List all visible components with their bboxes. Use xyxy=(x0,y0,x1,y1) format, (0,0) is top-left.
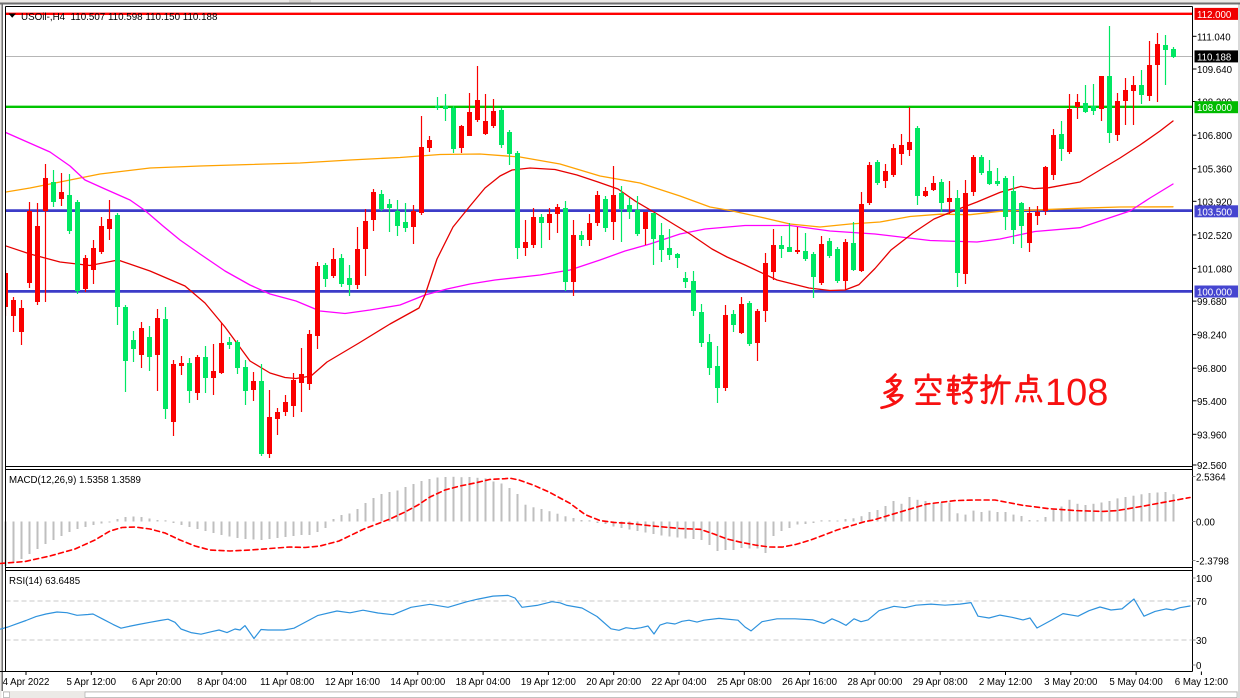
svg-text:11 Apr 08:00: 11 Apr 08:00 xyxy=(260,677,315,688)
svg-text:112.000: 112.000 xyxy=(1197,10,1232,21)
svg-text:28 Apr 00:00: 28 Apr 00:00 xyxy=(847,677,903,688)
svg-text:3 May 20:00: 3 May 20:00 xyxy=(1044,677,1098,688)
svg-text:100: 100 xyxy=(1196,574,1213,585)
svg-text:106.800: 106.800 xyxy=(1197,131,1233,142)
svg-text:101.080: 101.080 xyxy=(1197,264,1233,275)
svg-text:14 Apr 00:00: 14 Apr 00:00 xyxy=(390,677,446,688)
svg-text:20 Apr 20:00: 20 Apr 20:00 xyxy=(586,677,642,688)
svg-text:109.640: 109.640 xyxy=(1197,65,1233,76)
svg-text:18 Apr 04:00: 18 Apr 04:00 xyxy=(456,677,512,688)
svg-text:5 May 04:00: 5 May 04:00 xyxy=(1109,677,1163,688)
svg-text:111.040: 111.040 xyxy=(1197,32,1231,43)
svg-text:RSI(14) 63.6485: RSI(14) 63.6485 xyxy=(9,576,80,587)
svg-text:70: 70 xyxy=(1196,597,1207,608)
svg-text:29 Apr 08:00: 29 Apr 08:00 xyxy=(913,677,969,688)
svg-text:4 Apr 2022: 4 Apr 2022 xyxy=(3,677,50,688)
svg-text:99.680: 99.680 xyxy=(1197,297,1227,308)
svg-text:103.500: 103.500 xyxy=(1197,207,1233,218)
svg-text:19 Apr 12:00: 19 Apr 12:00 xyxy=(521,677,577,688)
svg-text:102.520: 102.520 xyxy=(1197,231,1233,242)
svg-text:USOil-,H4 110.507 110.598 110: USOil-,H4 110.507 110.598 110.150 110.18… xyxy=(21,12,218,23)
svg-text:6 Apr 20:00: 6 Apr 20:00 xyxy=(132,677,182,688)
svg-text:2 May 12:00: 2 May 12:00 xyxy=(979,677,1033,688)
svg-text:98.240: 98.240 xyxy=(1197,331,1227,342)
svg-text:93.960: 93.960 xyxy=(1197,430,1227,441)
svg-text:6 May 12:00: 6 May 12:00 xyxy=(1175,677,1229,688)
svg-text:-2.3798: -2.3798 xyxy=(1196,557,1229,568)
svg-text:22 Apr 04:00: 22 Apr 04:00 xyxy=(652,677,708,688)
svg-text:25 Apr 08:00: 25 Apr 08:00 xyxy=(717,677,773,688)
svg-text:96.800: 96.800 xyxy=(1197,364,1227,375)
svg-text:30: 30 xyxy=(1196,636,1207,647)
svg-text:5 Apr 12:00: 5 Apr 12:00 xyxy=(67,677,117,688)
svg-text:26 Apr 16:00: 26 Apr 16:00 xyxy=(782,677,838,688)
svg-text:105.360: 105.360 xyxy=(1197,165,1233,176)
svg-text:2.5364: 2.5364 xyxy=(1196,473,1226,484)
svg-text:103.920: 103.920 xyxy=(1197,197,1233,208)
svg-text:0.00: 0.00 xyxy=(1196,518,1215,529)
svg-text:95.400: 95.400 xyxy=(1197,397,1227,408)
svg-text:0: 0 xyxy=(1196,661,1202,672)
svg-text:92.560: 92.560 xyxy=(1197,461,1227,472)
svg-text:110.188: 110.188 xyxy=(1197,52,1231,63)
svg-text:100.000: 100.000 xyxy=(1197,288,1233,299)
svg-text:108: 108 xyxy=(1045,372,1108,414)
svg-text:12 Apr 16:00: 12 Apr 16:00 xyxy=(325,677,381,688)
svg-text:MACD(12,26,9) 1.5358 1.3589: MACD(12,26,9) 1.5358 1.3589 xyxy=(9,475,141,486)
svg-text:8 Apr 04:00: 8 Apr 04:00 xyxy=(197,677,247,688)
svg-text:108.000: 108.000 xyxy=(1197,103,1233,114)
